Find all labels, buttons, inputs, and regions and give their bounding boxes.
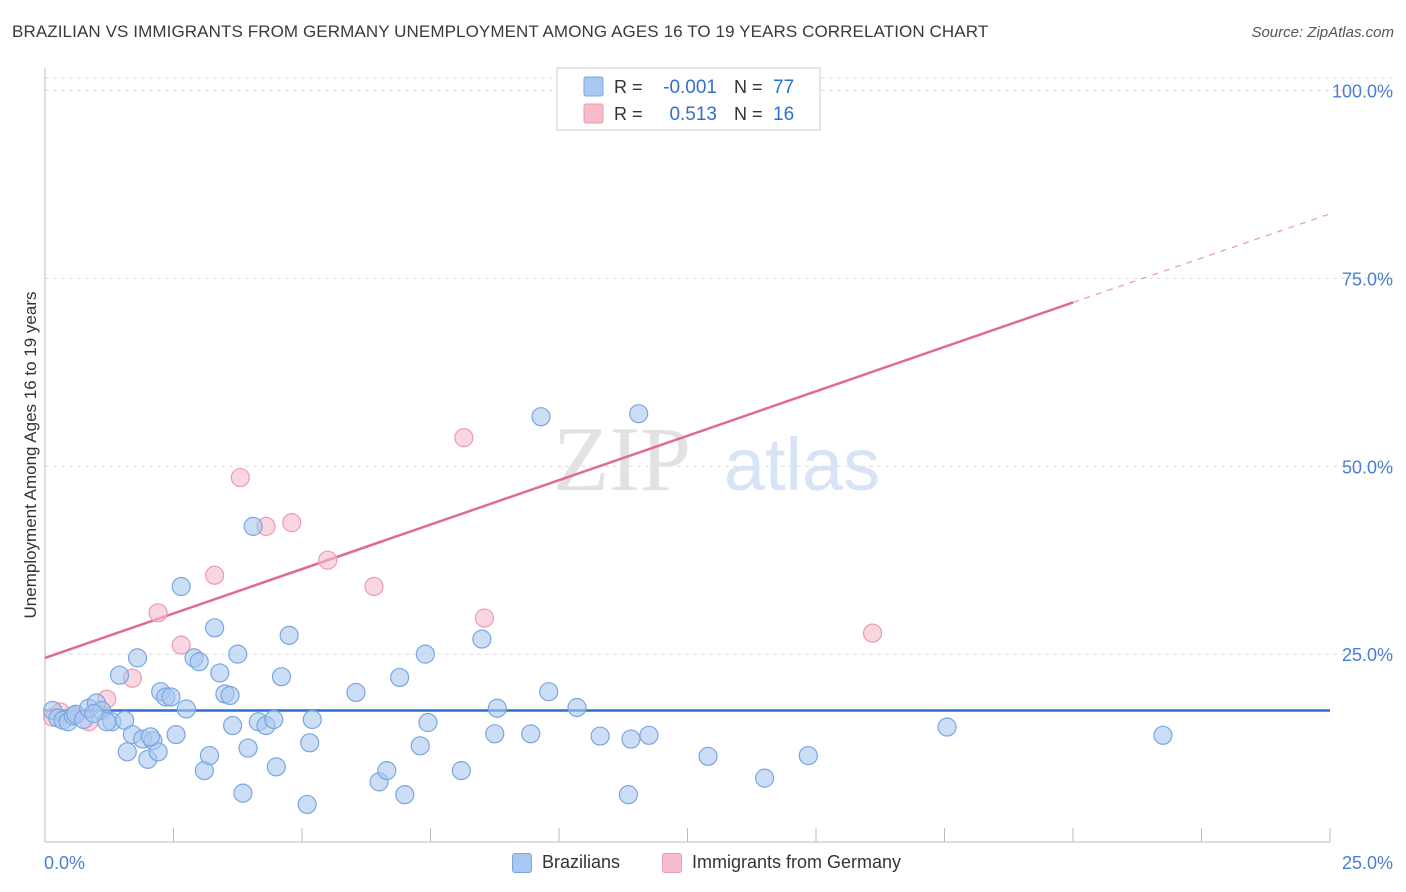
germany-point bbox=[474, 608, 495, 628]
brazilian-point bbox=[754, 768, 775, 788]
brazilian-point bbox=[279, 625, 299, 645]
brazilian-point bbox=[233, 783, 253, 803]
brazilian-point bbox=[377, 761, 397, 781]
brazilian-point bbox=[171, 576, 191, 597]
brazilian-point bbox=[205, 618, 225, 638]
brazilian-point bbox=[395, 785, 415, 805]
trend-line-germany bbox=[44, 301, 1074, 660]
y-tick-label: 100.0% bbox=[1332, 82, 1393, 102]
legend-item-germany: Immigrants from Germany bbox=[662, 852, 901, 873]
brazilian-point bbox=[451, 761, 471, 781]
brazilian-point bbox=[472, 629, 492, 649]
brazilian-point bbox=[302, 709, 322, 730]
brazilian-point bbox=[629, 404, 649, 424]
legend-swatch-germany bbox=[662, 852, 682, 873]
trend-line-germany-extension bbox=[1072, 213, 1331, 304]
germany-point bbox=[282, 513, 302, 533]
x-tick-label: 0.0% bbox=[44, 853, 85, 873]
brazilian-point bbox=[621, 729, 641, 749]
brazilian-point bbox=[127, 648, 148, 668]
brazilian-point bbox=[521, 724, 541, 744]
x-tick-label: 25.0% bbox=[1342, 853, 1393, 873]
germany-point bbox=[205, 565, 225, 585]
brazilian-point bbox=[223, 715, 243, 736]
y-tick-label: 50.0% bbox=[1342, 457, 1393, 477]
brazilian-point bbox=[266, 757, 286, 777]
legend-n-label: N = bbox=[734, 77, 763, 97]
brazilian-point bbox=[176, 699, 196, 719]
brazilian-point bbox=[264, 709, 284, 730]
brazilian-point bbox=[210, 663, 230, 683]
germany-point bbox=[862, 623, 883, 643]
brazilian-point bbox=[189, 652, 209, 672]
source-label: Source: ZipAtlas.com bbox=[1251, 24, 1394, 41]
trend-lines bbox=[44, 213, 1331, 712]
brazilian-point bbox=[418, 712, 438, 733]
brazilian-point bbox=[161, 687, 181, 707]
brazilian-point bbox=[109, 665, 130, 685]
brazilian-point bbox=[1153, 725, 1173, 745]
brazilian-point bbox=[410, 736, 430, 756]
legend-n-value: 77 bbox=[773, 77, 794, 98]
brazilian-point bbox=[346, 682, 366, 703]
brazilian-point bbox=[228, 644, 248, 664]
brazilian-point bbox=[238, 738, 258, 758]
brazilian-point bbox=[148, 742, 168, 762]
brazilian-point bbox=[297, 794, 317, 815]
brazilian-point bbox=[531, 407, 551, 427]
brazilian-point bbox=[199, 745, 220, 766]
legend-n-label: N = bbox=[734, 104, 763, 124]
legend-swatch-brazilians bbox=[583, 76, 604, 97]
y-axis-label: Unemployment Among Ages 16 to 19 years bbox=[21, 292, 40, 619]
brazilian-point bbox=[220, 685, 240, 706]
germany-point bbox=[171, 635, 191, 655]
brazilian-point bbox=[590, 726, 610, 746]
legend-r-label: R = bbox=[614, 104, 643, 124]
brazilian-point bbox=[415, 644, 435, 664]
germany-point bbox=[230, 467, 250, 488]
brazilian-point bbox=[567, 697, 587, 718]
legend-bottom: Brazilians Immigrants from Germany bbox=[0, 852, 1406, 878]
watermark-atlas: atlas bbox=[724, 423, 880, 506]
watermark: ZIP atlas bbox=[553, 408, 880, 510]
y-tick-labels: 25.0% 50.0% 75.0% 100.0% bbox=[1332, 82, 1393, 666]
brazilian-point bbox=[117, 742, 137, 762]
y-tick-label: 25.0% bbox=[1342, 645, 1393, 665]
y-tick-label: 75.0% bbox=[1342, 269, 1393, 289]
brazilian-point bbox=[166, 724, 186, 745]
brazilian-point bbox=[140, 727, 160, 747]
brazilian-point bbox=[390, 667, 410, 688]
germany-point bbox=[318, 550, 338, 570]
brazilian-point bbox=[84, 703, 104, 724]
chart-title: BRAZILIAN VS IMMIGRANTS FROM GERMANY UNE… bbox=[12, 22, 989, 41]
legend-r-label: R = bbox=[614, 77, 643, 97]
legend-label-brazilians: Brazilians bbox=[542, 852, 621, 872]
legend-item-brazilians: Brazilians bbox=[512, 852, 620, 873]
legend-r-value: -0.001 bbox=[663, 77, 717, 98]
data-points bbox=[43, 80, 1173, 815]
legend-top: R = -0.001 N = 77 R = 0.513 N = 16 bbox=[556, 67, 821, 131]
brazilian-point bbox=[487, 698, 507, 718]
gridlines bbox=[45, 77, 1393, 655]
brazilian-point bbox=[300, 733, 320, 753]
brazilian-point bbox=[937, 717, 957, 737]
brazilian-point bbox=[698, 746, 718, 766]
brazilian-point bbox=[798, 745, 818, 766]
brazilian-point bbox=[618, 785, 638, 805]
brazilian-point bbox=[485, 724, 505, 744]
brazilian-point bbox=[243, 516, 263, 536]
legend-swatch-germany bbox=[583, 103, 604, 124]
brazilian-point bbox=[639, 725, 659, 745]
germany-point bbox=[364, 576, 384, 597]
legend-swatch-brazilians bbox=[512, 852, 532, 873]
legend-label-germany: Immigrants from Germany bbox=[692, 852, 902, 872]
legend-n-value: 16 bbox=[773, 104, 794, 125]
germany-point bbox=[454, 428, 474, 448]
brazilian-point bbox=[271, 667, 292, 687]
x-tick-labels: 0.0% 25.0% bbox=[44, 853, 1393, 873]
legend-r-value: 0.513 bbox=[669, 104, 717, 125]
brazilian-point bbox=[539, 682, 559, 702]
germany-point bbox=[148, 603, 168, 623]
